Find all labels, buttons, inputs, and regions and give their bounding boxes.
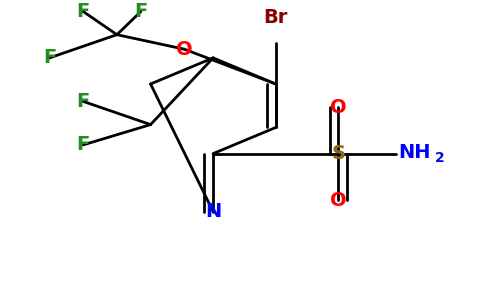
Text: F: F [76, 135, 90, 154]
Text: Br: Br [263, 8, 288, 27]
Text: O: O [330, 98, 347, 117]
Text: F: F [43, 48, 56, 68]
Text: F: F [135, 2, 148, 21]
Text: 2: 2 [435, 151, 444, 165]
Text: NH: NH [398, 142, 431, 162]
Text: S: S [331, 144, 345, 163]
Text: F: F [76, 92, 90, 111]
Text: N: N [205, 202, 221, 221]
Text: O: O [330, 190, 347, 209]
Text: F: F [76, 2, 90, 21]
Text: O: O [176, 40, 193, 59]
